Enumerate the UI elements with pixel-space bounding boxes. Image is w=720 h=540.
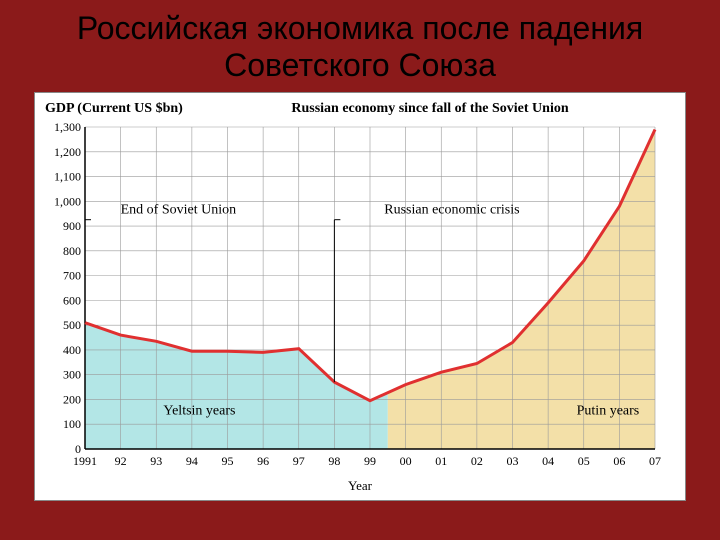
y-axis-label: GDP (Current US $bn) [45,101,185,117]
y-tick: 1,300 [54,121,81,134]
y-tick: 1,200 [54,144,81,158]
y-tick: 1,100 [54,169,81,183]
x-tick: 99 [364,454,376,468]
slide: Российская экономика после падения Совет… [0,0,720,540]
annotation-end-soviet: End of Soviet Union [121,202,237,217]
chart-title: Russian economy since fall of the Soviet… [185,101,675,117]
x-tick: 07 [649,454,661,468]
x-tick: 02 [471,454,483,468]
y-tick: 700 [63,268,81,282]
x-tick: 03 [507,454,519,468]
area-putin [388,129,655,449]
x-tick: 93 [150,454,162,468]
chart-title-row: GDP (Current US $bn) Russian economy sin… [45,101,675,121]
y-tick: 100 [63,417,81,431]
y-tick: 200 [63,392,81,406]
slide-title: Российская экономика после падения Совет… [0,0,720,92]
annotation-putin: Putin years [577,403,640,418]
y-tick: 500 [63,318,81,332]
x-tick: 05 [578,454,590,468]
y-tick: 900 [63,219,81,233]
chart-svg: 01 00 200 300 400 500 600 700 800 900 1,000 1,100 1,… [45,121,665,471]
x-tick: 1991 [73,454,97,468]
x-tick: 97 [293,454,305,468]
y-tick: 800 [63,243,81,257]
x-tick: 96 [257,454,269,468]
chart-container: GDP (Current US $bn) Russian economy sin… [34,92,686,501]
x-tick: 04 [542,454,554,468]
x-tick: 92 [115,454,127,468]
x-tick: 98 [328,454,340,468]
x-tick: 00 [400,454,412,468]
x-tick: 95 [222,454,234,468]
annotation-crisis: Russian economic crisis [384,202,519,217]
x-tick: 06 [613,454,625,468]
annotation-yeltsin: Yeltsin years [163,403,235,418]
y-tick: 400 [63,343,81,357]
y-tick: 600 [63,293,81,307]
x-axis-label: Year [45,476,675,494]
x-tick: 94 [186,454,198,468]
y-tick: 1,000 [54,194,81,208]
x-tick: 01 [435,454,447,468]
y-tick: 300 [63,367,81,381]
